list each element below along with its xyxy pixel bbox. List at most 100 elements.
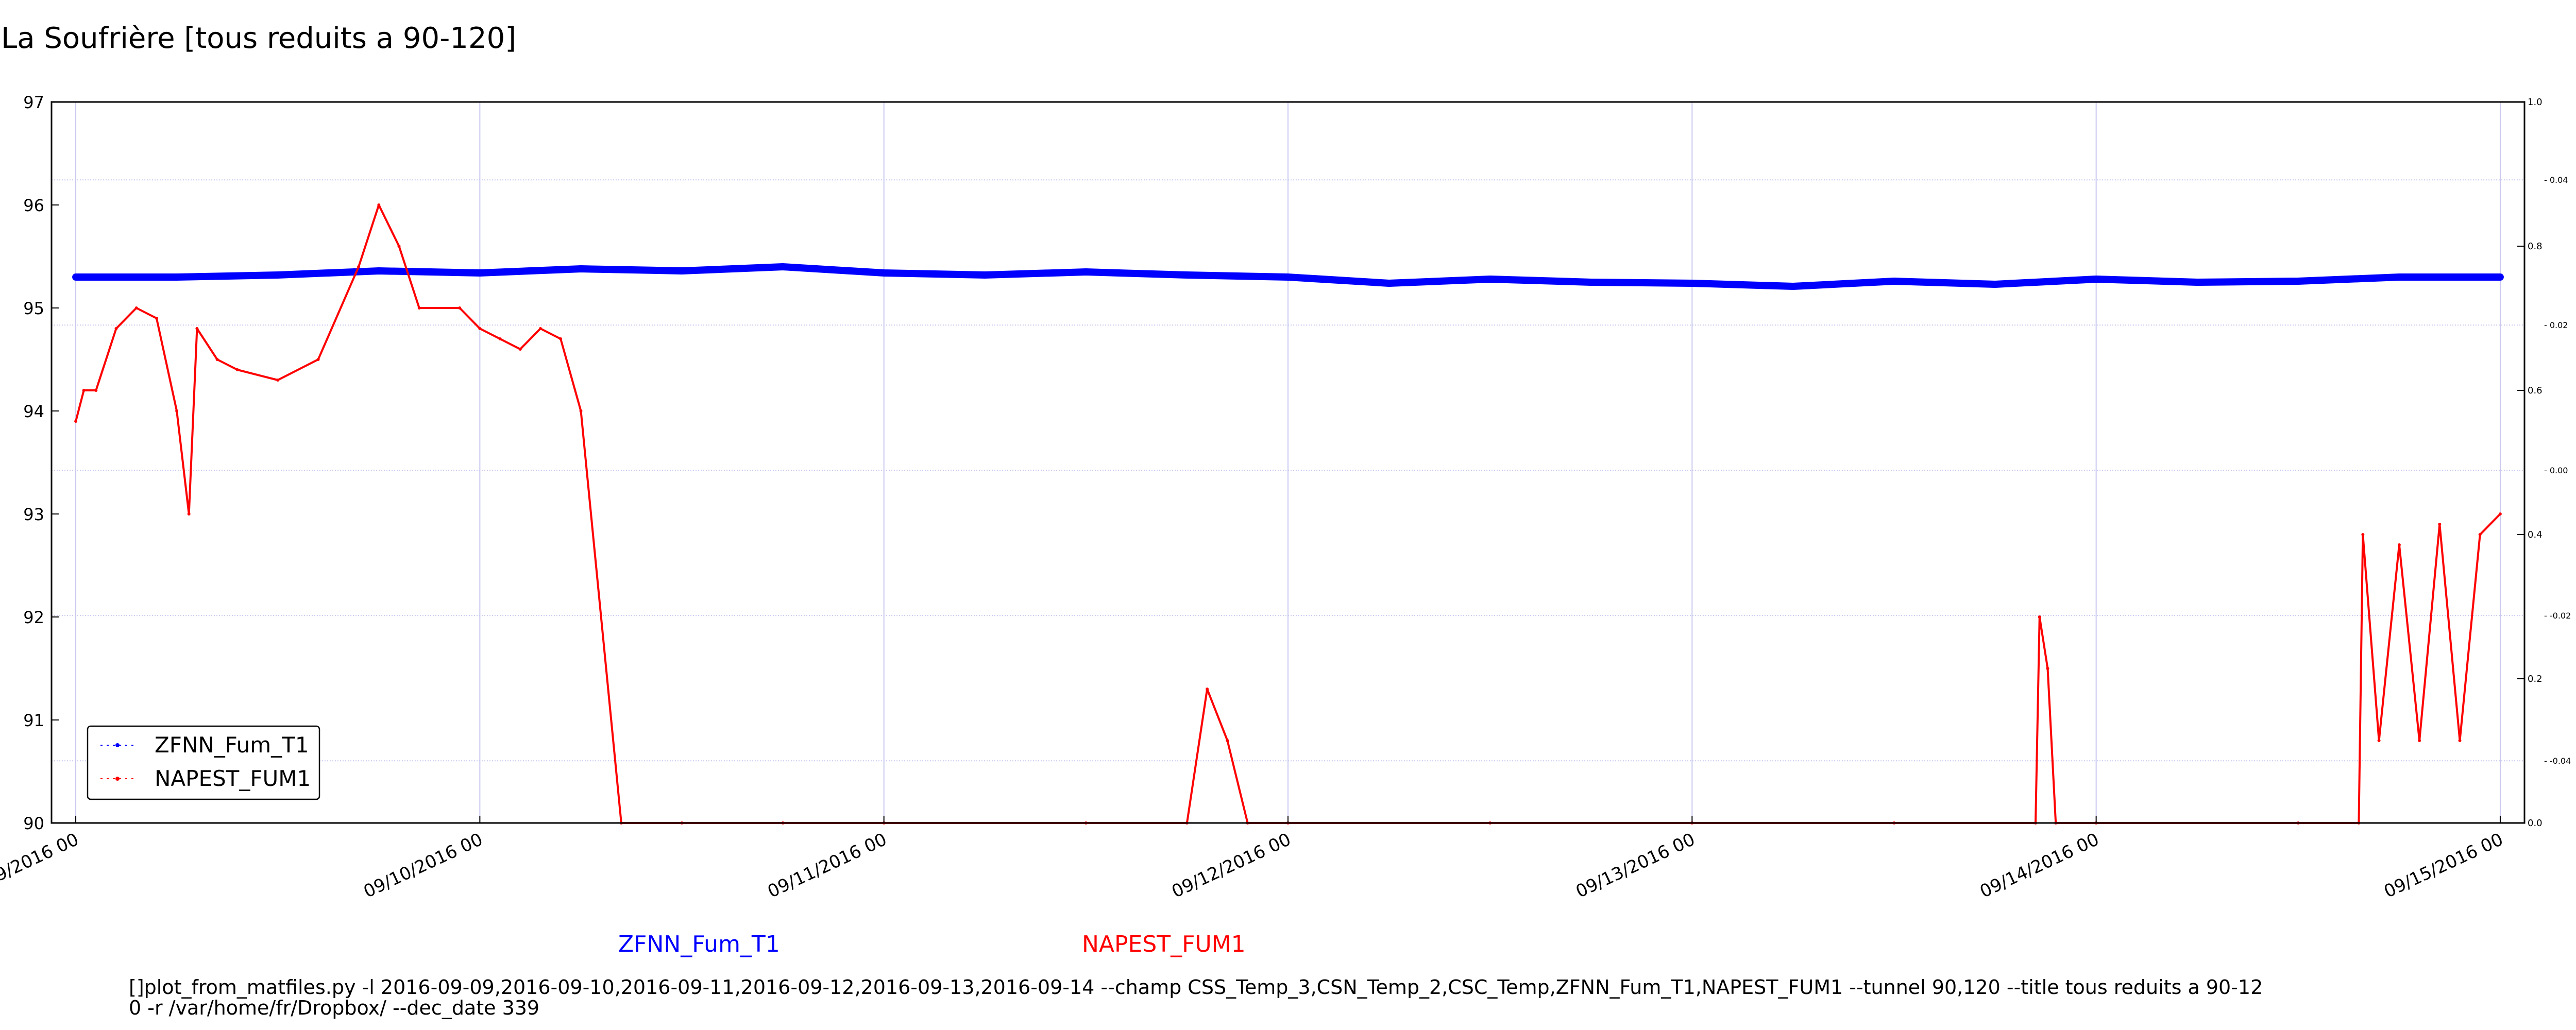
series-label-napest: NAPEST_FUM1 [1082, 931, 1246, 957]
series-zfnn-fum-t1-point [1689, 280, 1696, 286]
legend: ZFNN_Fum_T1 NAPEST_FUM1 [87, 725, 320, 800]
series-napest-fum1-point [1226, 739, 1229, 742]
right-inner-tick-label: - 0.04 [2544, 175, 2568, 185]
command-line-2: 0 -r /var/home/fr/Dropbox/ --dec_date 33… [129, 997, 540, 1019]
x-tick-label: 09/13/2016 00 [1573, 829, 1699, 902]
series-napest-fum1-point [276, 379, 280, 382]
series-zfnn-fum-t1-point [981, 272, 988, 278]
right-outer-tick-label: 0.6 [2528, 385, 2543, 396]
right-outer-tick-label: 0.4 [2528, 529, 2543, 540]
x-tick-label: 09/11/2016 00 [765, 829, 890, 902]
series-napest-fum1-point [82, 389, 86, 392]
x-tick-label: 09/10/2016 00 [361, 829, 486, 902]
y-tick-label: 92 [23, 608, 44, 627]
series-zfnn-fum-t1-point [2396, 274, 2402, 280]
series-napest-fum1-point [2418, 739, 2421, 742]
series-napest-fum1-point [498, 337, 502, 340]
series-zfnn-fum-t1-point [578, 266, 584, 272]
series-zfnn-fum-t1-point [679, 268, 685, 274]
right-outer-tick-label: 1.0 [2528, 97, 2543, 108]
series-napest-fum1-point [559, 337, 563, 340]
series-napest-fum1-point [579, 409, 583, 413]
series-label-zfnn: ZFNN_Fum_T1 [618, 931, 780, 957]
series-napest-fum1-point [2046, 667, 2049, 670]
series-zfnn-fum-t1-point [1183, 272, 1190, 278]
right-inner-tick-label: - 0.00 [2544, 466, 2568, 475]
x-tick-label: 09/15/2016 00 [2381, 829, 2506, 902]
series-zfnn-fum-t1-point [779, 264, 786, 270]
series-napest-fum1-point [2438, 523, 2442, 526]
series-napest-fum1-point [357, 265, 361, 268]
series-zfnn-fum-t1-point [1992, 281, 1998, 287]
series-zfnn-fum-t1-point [2497, 274, 2503, 280]
y-tick-label: 96 [23, 196, 44, 215]
series-zfnn-fum-t1-point [1588, 279, 1595, 285]
legend-box [87, 725, 320, 800]
series-zfnn-fum-t1-point [880, 270, 887, 276]
legend-label-zfnn: ZFNN_Fum_T1 [155, 732, 309, 758]
series-napest-fum1-point [1206, 688, 1209, 691]
series-zfnn-fum-t1-point [275, 272, 281, 278]
legend-marker-zfnn [115, 743, 120, 747]
y-tick-label: 97 [23, 93, 44, 112]
right-outer-tick-label: 0.2 [2528, 674, 2543, 684]
series-zfnn-fum-t1-point [73, 274, 79, 280]
series-napest-fum1-point [539, 327, 542, 330]
y-tick-label: 91 [23, 711, 44, 730]
series-zfnn-fum-t1-point [174, 274, 180, 280]
chart-title: La Soufrière [tous reduits a 90-120] [1, 22, 517, 55]
axis-layer: 09/09/2016 00 09/10/2016 00 09/11/2016 00 0… [0, 93, 2571, 902]
series-zfnn-fum-t1-point [1386, 280, 1393, 286]
y-tick-label: 94 [23, 402, 44, 421]
series-napest-fum1-point [417, 306, 421, 310]
series-zfnn-fum-t1-point [1285, 274, 1291, 280]
series-napest-fum1-point [2361, 533, 2365, 536]
series-zfnn-fum-t1-point [2093, 276, 2099, 282]
series-napest-fum1-point [155, 317, 158, 320]
y-tick-label: 90 [23, 814, 44, 833]
y-tick-label: 95 [23, 299, 44, 318]
series-napest-fum1-point [114, 327, 118, 330]
series-napest-fum1-point [2458, 739, 2462, 742]
series-zfnn-fum-t1-point [2194, 279, 2200, 285]
series-napest-fum1-point [316, 358, 320, 361]
right-inner-tick-label: - -0.02 [2544, 611, 2571, 621]
series-napest-fum1-point [74, 420, 78, 423]
series-napest-fum1-point [518, 348, 522, 351]
series-napest-fum1-point [195, 327, 199, 330]
series-zfnn-fum-t1-point [2295, 278, 2301, 284]
series-napest-fum1-point [187, 512, 191, 516]
y-tick-label: 93 [23, 505, 44, 524]
series-zfnn-fum-t1-point [1891, 278, 1897, 284]
series-napest-fum1-point [377, 203, 381, 207]
series-zfnn-fum-t1-point [1082, 269, 1089, 275]
series-napest-fum1-point [2498, 512, 2502, 516]
grid-layer [52, 102, 2524, 823]
series-zfnn-fum-t1-point [1487, 276, 1494, 282]
series-zfnn-fum-t1-point [376, 268, 382, 274]
series-napest-fum1-point [458, 306, 462, 310]
series-napest-fum1-point [94, 389, 98, 392]
series-napest-fum1-point [2397, 543, 2401, 546]
series-zfnn-fum-t1-point [477, 270, 483, 276]
x-tick-label: 09/12/2016 00 [1168, 829, 1294, 902]
command-line-1: []plot_from_matfiles.py -l 2016-09-09,20… [129, 976, 2263, 999]
x-tick-label: 09/09/2016 00 [0, 829, 82, 902]
series-napest-fum1-point [2377, 739, 2381, 742]
right-outer-tick-label: 0.8 [2528, 241, 2543, 252]
series-napest-fum1-point [397, 245, 401, 248]
series-napest-fum1-point [478, 327, 482, 330]
series-napest-fum1-point [2038, 615, 2041, 619]
legend-label-napest: NAPEST_FUM1 [155, 766, 311, 791]
series-napest-fum1-point [175, 409, 179, 413]
series-napest-fum1-point [235, 368, 239, 371]
series-napest-fum1-point [215, 358, 219, 361]
right-inner-tick-label: - -0.04 [2544, 756, 2571, 766]
right-inner-tick-label: - 0.02 [2544, 320, 2568, 330]
legend-marker-napest [115, 777, 120, 781]
right-outer-tick-label: 0.0 [2528, 818, 2543, 829]
series-napest-fum1-point [2478, 533, 2482, 536]
series-napest-fum1-point [134, 306, 138, 310]
x-tick-label: 09/14/2016 00 [1977, 829, 2103, 902]
